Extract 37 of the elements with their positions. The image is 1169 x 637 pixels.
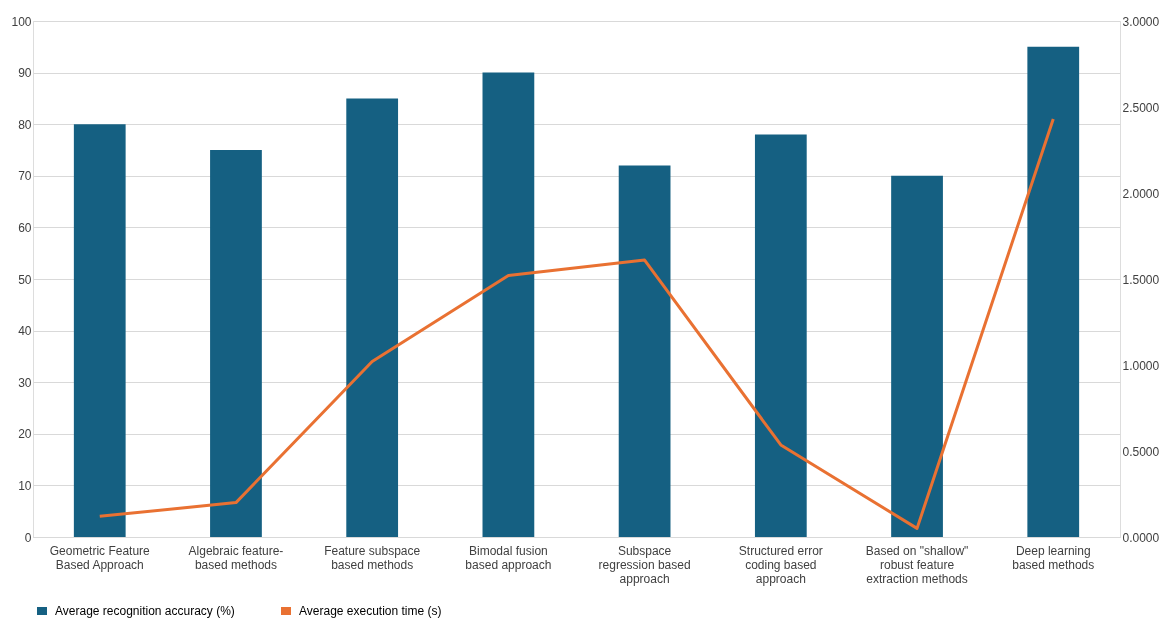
bar bbox=[754, 134, 807, 537]
y2-tick-label: 0.0000 bbox=[1122, 530, 1160, 545]
x-tick-label: Algebraic feature-based methods bbox=[188, 543, 284, 572]
bar bbox=[618, 165, 671, 537]
y-tick-label: 80 bbox=[18, 117, 32, 132]
y2-tick-label: 1.5000 bbox=[1122, 272, 1160, 287]
legend-label: Average execution time (s) bbox=[299, 604, 442, 618]
y2-tick-label: 1.0000 bbox=[1122, 358, 1160, 373]
y2-tick-label: 2.0000 bbox=[1122, 186, 1160, 201]
y-tick-label: 40 bbox=[18, 324, 32, 339]
y2-tick-label: 3.0000 bbox=[1122, 14, 1160, 29]
y-tick-label: 10 bbox=[18, 478, 32, 493]
bar bbox=[346, 98, 399, 537]
y-tick-label: 0 bbox=[24, 530, 32, 545]
bar bbox=[482, 72, 535, 537]
x-tick-label: Deep learning based methods bbox=[1012, 543, 1095, 572]
y-tick-label: 30 bbox=[18, 375, 32, 390]
x-tick-label: Feature subspace based methods bbox=[324, 543, 421, 572]
bar bbox=[73, 124, 126, 537]
y-tick-label: 100 bbox=[11, 14, 32, 29]
x-tick-label: Structured error coding based approach bbox=[738, 543, 823, 586]
x-tick-label: Bimodal fusion based approach bbox=[465, 543, 552, 572]
x-tick-label: Subspace regression based approach bbox=[598, 543, 691, 586]
x-tick-label: Geometric Feature Based Approach bbox=[49, 543, 151, 572]
y2-tick-label: 2.5000 bbox=[1122, 100, 1160, 115]
y-tick-label: 90 bbox=[18, 66, 32, 81]
legend-label: Average recognition accuracy (%) bbox=[55, 604, 235, 618]
bar bbox=[891, 175, 943, 537]
bar bbox=[210, 150, 262, 537]
y2-tick-label: 0.5000 bbox=[1122, 444, 1160, 459]
y-tick-label: 50 bbox=[18, 272, 32, 287]
y-tick-label: 60 bbox=[18, 220, 32, 235]
y-tick-label: 70 bbox=[18, 169, 32, 184]
y-tick-label: 20 bbox=[18, 427, 32, 442]
x-tick-label: Based on "shallow" robust feature extraction methods bbox=[865, 543, 969, 586]
line-series bbox=[98, 117, 1055, 530]
bar bbox=[1027, 46, 1080, 537]
